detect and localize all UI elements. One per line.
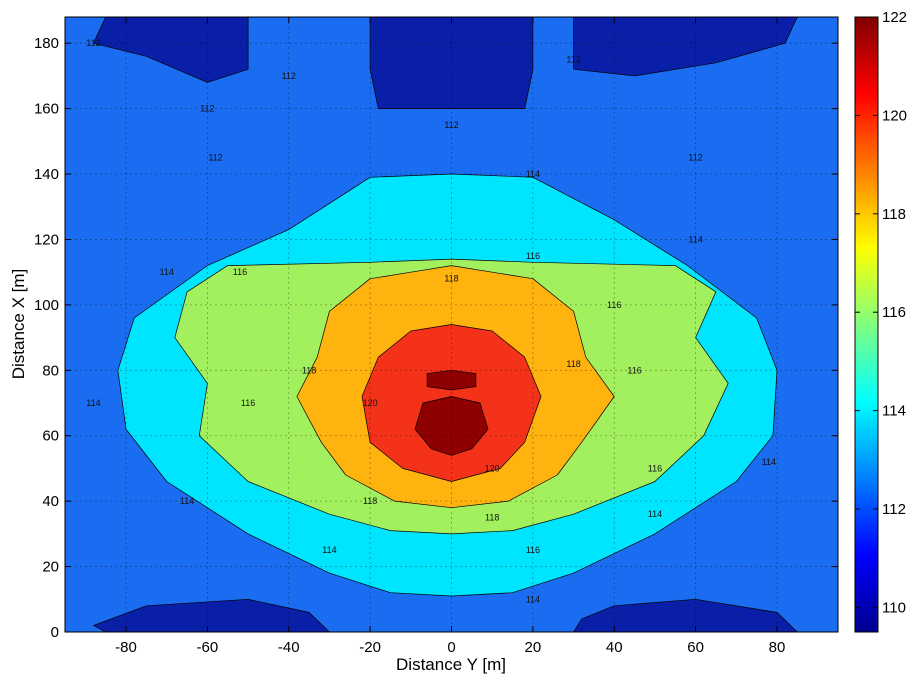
colorbar-tick-label: 118 bbox=[882, 206, 906, 223]
contour-label: 114 bbox=[762, 457, 776, 467]
x-axis-label: Distance Y [m] bbox=[396, 655, 506, 674]
contour-region-core-upper bbox=[426, 369, 477, 391]
contour-region-top-right-low bbox=[573, 17, 798, 77]
colorbar-tick-label: 122 bbox=[882, 9, 907, 26]
y-tick-label: 20 bbox=[42, 559, 59, 576]
contour-label: 116 bbox=[241, 398, 255, 408]
contour-region-bottom-left-low bbox=[93, 598, 330, 632]
contour-region-top-left-low bbox=[93, 17, 249, 83]
colorbar-tick-label: 110 bbox=[882, 599, 906, 616]
y-tick-label: 100 bbox=[34, 297, 59, 314]
contour-label: 114 bbox=[86, 398, 100, 408]
contour-label: 112 bbox=[566, 55, 580, 65]
contour-label: 112 bbox=[688, 153, 702, 163]
x-tick-label: 80 bbox=[769, 639, 786, 656]
x-tick-label: -80 bbox=[115, 639, 137, 656]
x-tick-label: 0 bbox=[447, 639, 455, 656]
x-tick-label: -60 bbox=[197, 639, 219, 656]
contour-labels: 112 112 112 112 112 112 112 114 114 114 114 114 114 1… bbox=[86, 38, 776, 604]
contour-label: 114 bbox=[180, 496, 194, 506]
contour-label: 116 bbox=[607, 300, 621, 310]
colorbar-ticks: 110 112 114 116 118 120 122 bbox=[855, 9, 907, 616]
contour-label: 116 bbox=[233, 267, 247, 277]
x-tick-label: 40 bbox=[606, 639, 623, 656]
x-tick-label: 20 bbox=[525, 639, 542, 656]
y-tick-label: 160 bbox=[34, 101, 59, 118]
y-tick-label: 40 bbox=[42, 493, 59, 510]
contour-label: 116 bbox=[648, 463, 662, 473]
x-axis-ticks: -80 -60 -40 -20 0 20 40 60 80 bbox=[115, 17, 785, 656]
contour-regions bbox=[93, 17, 798, 632]
contour-label: 118 bbox=[566, 359, 580, 369]
y-tick-label: 60 bbox=[42, 428, 59, 445]
colorbar-tick-label: 114 bbox=[882, 403, 906, 420]
colorbar-tick-label: 112 bbox=[882, 501, 906, 518]
contour-label: 118 bbox=[302, 365, 316, 375]
contour-region-core-lower bbox=[414, 396, 489, 456]
x-tick-label: -40 bbox=[278, 639, 300, 656]
contour-region-bottom-right-low bbox=[573, 598, 798, 632]
contour-label: 114 bbox=[648, 509, 662, 519]
x-tick-label: -20 bbox=[359, 639, 381, 656]
contour-label: 112 bbox=[86, 38, 100, 48]
contour-label: 116 bbox=[526, 545, 540, 555]
contour-label: 118 bbox=[444, 274, 458, 284]
y-tick-label: 180 bbox=[34, 35, 59, 52]
y-axis-label: Distance X [m] bbox=[9, 269, 28, 380]
y-tick-label: 80 bbox=[42, 362, 59, 379]
contour-region-top-center-low bbox=[369, 17, 534, 109]
contour-label: 114 bbox=[322, 545, 336, 555]
y-axis-ticks: 0 20 40 60 80 100 120 140 160 180 bbox=[34, 35, 838, 641]
colorbar bbox=[854, 16, 879, 633]
y-tick-label: 0 bbox=[51, 624, 59, 641]
contour-label: 112 bbox=[282, 71, 296, 81]
contour-label: 120 bbox=[363, 398, 378, 408]
contour-label: 114 bbox=[526, 594, 540, 604]
colorbar-tick-label: 116 bbox=[882, 304, 906, 321]
contour-label: 114 bbox=[526, 169, 540, 179]
contour-label: 112 bbox=[444, 120, 458, 130]
contour-label: 112 bbox=[208, 153, 222, 163]
contour-label: 120 bbox=[485, 463, 500, 473]
contour-label: 118 bbox=[363, 496, 377, 506]
contour-label: 114 bbox=[160, 267, 174, 277]
contour-label: 118 bbox=[485, 513, 499, 523]
colorbar-tick-label: 120 bbox=[882, 107, 907, 124]
y-tick-label: 120 bbox=[34, 231, 59, 248]
y-tick-label: 140 bbox=[34, 166, 59, 183]
contour-label: 112 bbox=[200, 104, 214, 114]
contour-label: 116 bbox=[627, 365, 641, 375]
x-tick-label: 60 bbox=[687, 639, 704, 656]
contour-label: 116 bbox=[526, 251, 540, 261]
contour-label: 114 bbox=[688, 234, 702, 244]
